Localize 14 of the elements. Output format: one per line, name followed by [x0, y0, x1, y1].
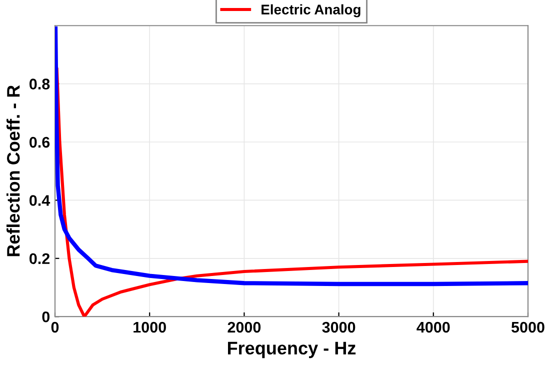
y-tick-label: 0 — [42, 311, 50, 322]
x-tick-label: 2000 — [228, 322, 261, 333]
x-tick-label: 3000 — [322, 322, 356, 333]
y-tick-label: 0.8 — [30, 78, 50, 90]
x-tick-label: 5000 — [511, 322, 544, 333]
y-axis-title: Reflection Coeff. - R — [6, 85, 20, 256]
x-tick-label: 4000 — [416, 322, 450, 333]
y-tick-label: 0.4 — [30, 195, 50, 206]
x-tick-label: 0 — [51, 322, 59, 333]
legend-label: Electric Analog — [262, 4, 360, 18]
x-tick-label: 1000 — [134, 322, 166, 333]
y-tick-label: 0.2 — [30, 253, 50, 264]
y-tick-label: 0.6 — [30, 136, 50, 148]
x-axis-title: Frequency - Hz — [228, 342, 356, 358]
